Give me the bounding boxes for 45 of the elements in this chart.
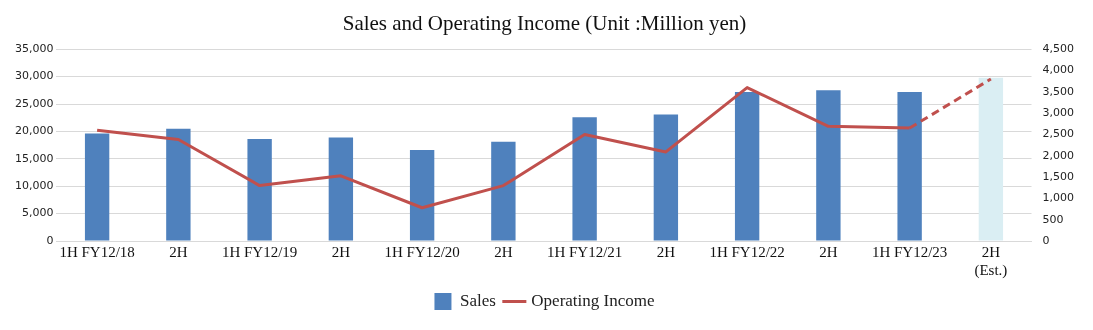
x-tick-label: 1H FY12/22: [709, 243, 785, 260]
y2-tick-label: 2,500: [1042, 127, 1075, 141]
legend-label: Operating Income: [531, 290, 655, 310]
y-tick-label: 15,000: [14, 151, 54, 165]
y2-tick-label: 3,500: [1042, 84, 1075, 98]
y2-tick-label: 1,000: [1042, 191, 1075, 205]
x-tick-label: 2H: [656, 243, 676, 260]
y-tick-label: 25,000: [14, 96, 54, 110]
bar: [734, 91, 760, 241]
y-tick-label: 10,000: [14, 179, 54, 193]
bar: [572, 117, 597, 241]
y2-tick-label: 2,000: [1042, 148, 1075, 162]
y-tick-label: 0: [46, 233, 54, 247]
bar: [816, 90, 841, 241]
bar: [409, 150, 435, 241]
y2-tick-label: 3,000: [1042, 105, 1075, 119]
bar: [328, 137, 354, 241]
x-tick-label: 2H: [494, 243, 513, 260]
bar: [897, 91, 922, 241]
x-tick-label: 2H (Est.): [974, 243, 1008, 279]
y2-tick-label: 4,500: [1042, 42, 1075, 56]
bar: [653, 114, 679, 241]
x-tick-label: 2H: [169, 243, 188, 260]
y-tick-label: 20,000: [14, 124, 54, 138]
y-tick-label: 30,000: [14, 69, 54, 83]
y-tick-label: 35,000: [14, 42, 54, 56]
y2-tick-label: 1,500: [1042, 169, 1075, 183]
legend-label: Sales: [459, 290, 496, 310]
x-tick-label: 1H FY12/23: [871, 243, 948, 260]
x-tick-label: 1H FY12/19: [221, 243, 298, 260]
x-tick-label: 1H FY12/21: [546, 243, 623, 260]
x-tick-label: 2H: [819, 243, 838, 260]
y2-tick-label: 4,000: [1042, 63, 1075, 77]
bar: [978, 77, 1004, 241]
chart-title: Sales and Operating Income (Unit :Million yen): [342, 11, 747, 36]
y2-tick-label: 0: [1042, 233, 1050, 247]
bar: [491, 141, 516, 241]
x-tick-label: 1H FY12/20: [384, 243, 460, 260]
y2-tick-label: 500: [1042, 212, 1064, 226]
bar: [84, 133, 110, 241]
bar: [166, 128, 191, 241]
y-tick-label: 5,000: [21, 206, 54, 220]
x-tick-label: 1H FY12/18: [59, 243, 135, 260]
bar: [247, 139, 272, 241]
x-tick-label: 2H: [331, 243, 351, 260]
